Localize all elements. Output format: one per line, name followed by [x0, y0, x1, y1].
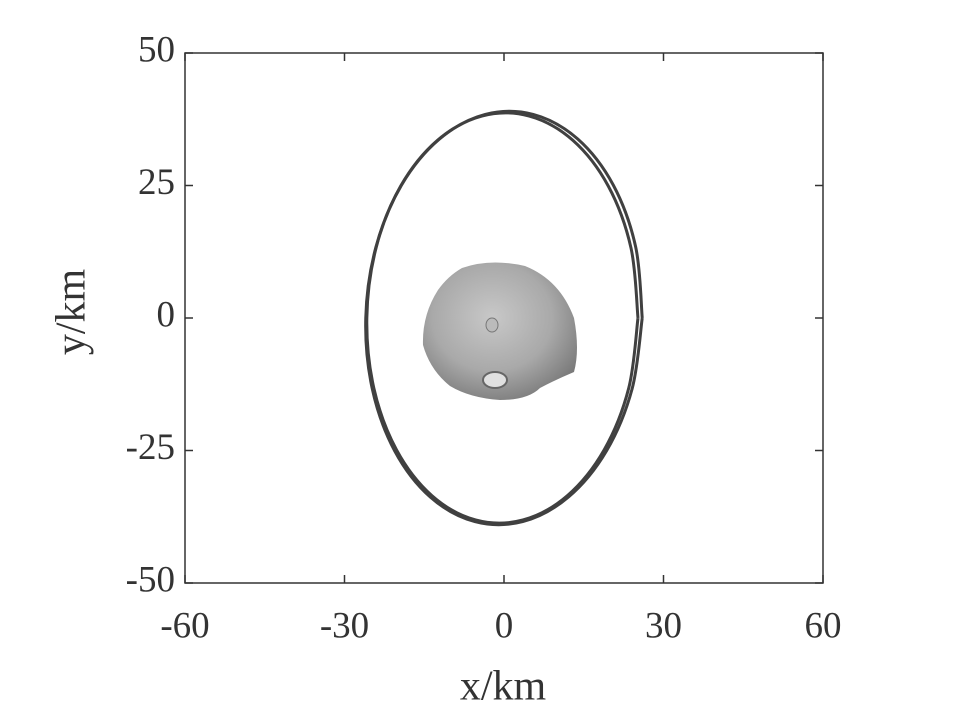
x-tick-label: -30 [320, 605, 369, 646]
y-tick-label: 0 [157, 294, 176, 335]
y-tick-label: -25 [126, 427, 175, 468]
y-tick-label: -50 [126, 559, 175, 600]
y-tick-label: 25 [138, 162, 175, 203]
x-tick-label: 0 [495, 605, 514, 646]
y-tick-label: 50 [138, 29, 175, 70]
x-tick-label: -60 [160, 605, 209, 646]
asteroid [422, 262, 577, 400]
y-axis-label: y/km [49, 269, 95, 356]
orbit-line [365, 111, 640, 525]
x-tick-label: 60 [805, 605, 842, 646]
asteroid-crater [485, 317, 499, 333]
x-axis-label: x/km [460, 664, 547, 710]
x-tick-label: 30 [645, 605, 682, 646]
asteroid-crater [482, 371, 508, 389]
